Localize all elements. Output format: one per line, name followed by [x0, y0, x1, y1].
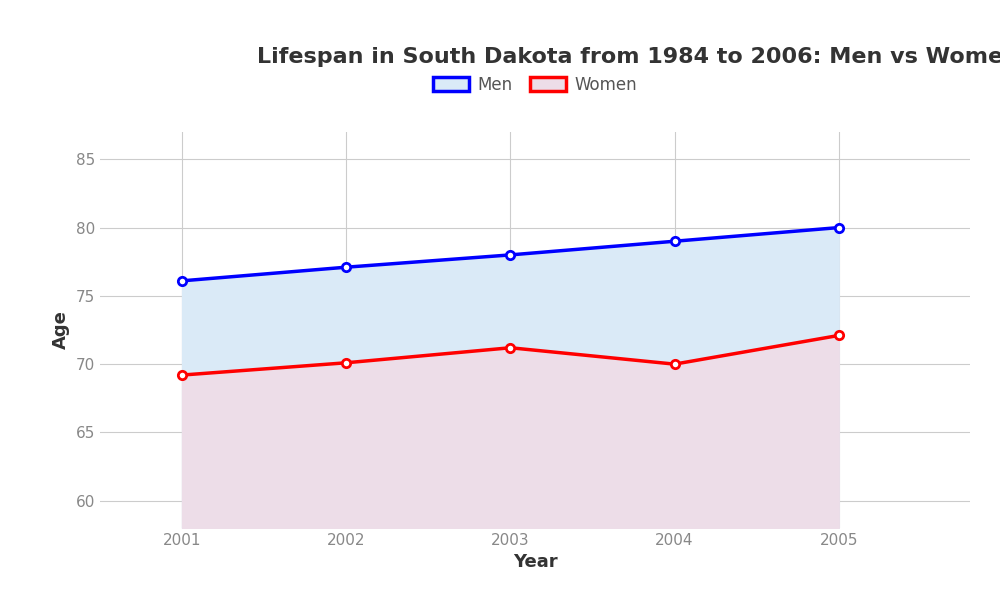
- X-axis label: Year: Year: [513, 553, 557, 571]
- Y-axis label: Age: Age: [52, 311, 70, 349]
- Legend: Men, Women: Men, Women: [426, 69, 644, 100]
- Text: Lifespan in South Dakota from 1984 to 2006: Men vs Women: Lifespan in South Dakota from 1984 to 20…: [257, 47, 1000, 67]
